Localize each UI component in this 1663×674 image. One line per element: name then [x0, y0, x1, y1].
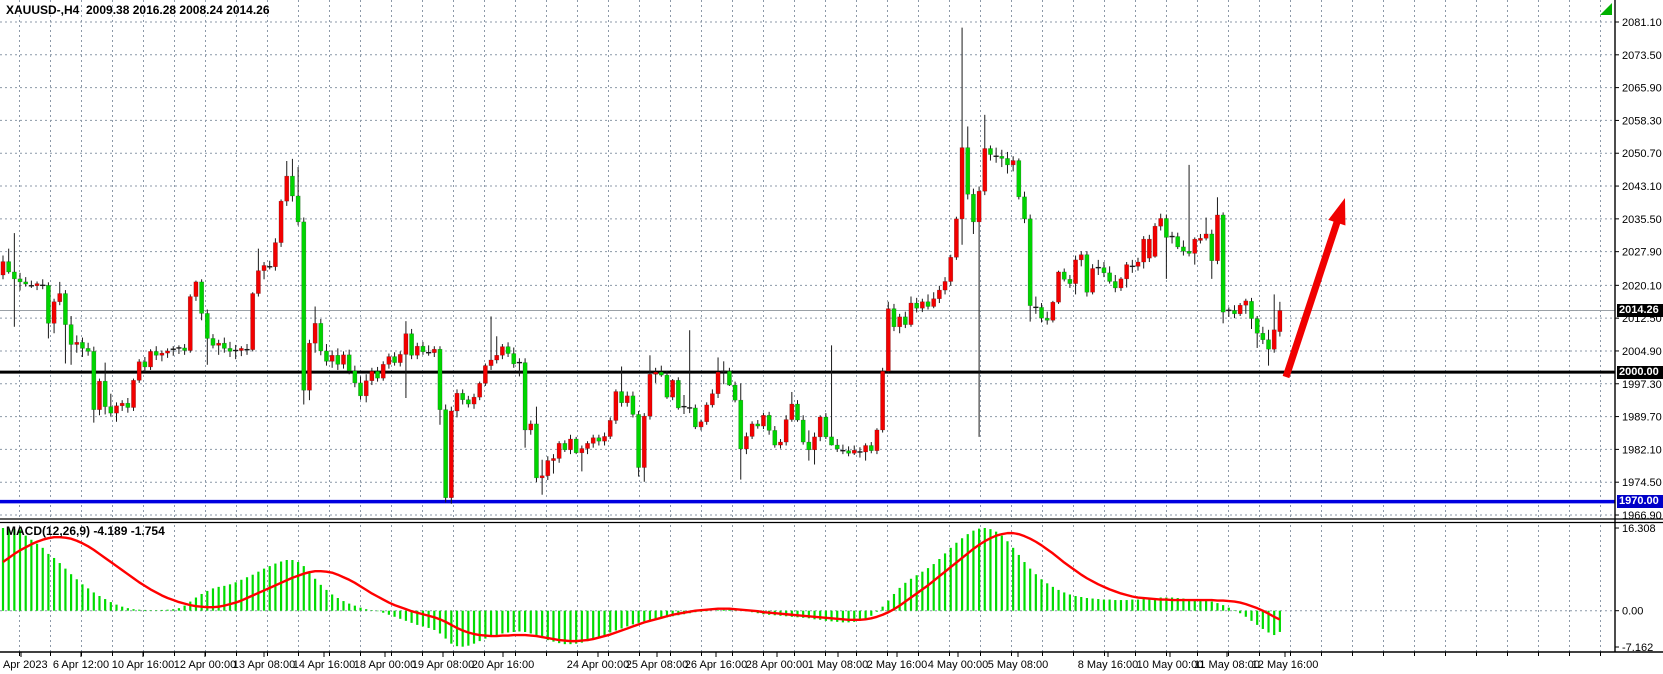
svg-text:2065.90: 2065.90: [1622, 83, 1662, 95]
svg-text:18 Apr 00:00: 18 Apr 00:00: [354, 659, 416, 671]
svg-text:25 Apr 08:00: 25 Apr 08:00: [626, 659, 688, 671]
svg-text:5 Apr 2023: 5 Apr 2023: [0, 659, 48, 671]
svg-text:11 May 08:00: 11 May 08:00: [1194, 659, 1260, 671]
svg-text:2050.70: 2050.70: [1622, 148, 1662, 160]
svg-text:4 May 00:00: 4 May 00:00: [928, 659, 989, 671]
trend-arrow[interactable]: [1282, 198, 1346, 379]
svg-text:16.308: 16.308: [1622, 523, 1656, 535]
svg-text:20 Apr 16:00: 20 Apr 16:00: [472, 659, 534, 671]
price-badge-current: 2014.26: [1617, 304, 1663, 318]
svg-text:1 May 08:00: 1 May 08:00: [808, 659, 869, 671]
macd-signal-line: [2, 531, 1281, 643]
chart-shift-marker-icon[interactable]: [1600, 3, 1612, 15]
candles-layer: [0, 27, 1283, 504]
svg-text:2035.50: 2035.50: [1622, 214, 1662, 226]
svg-text:-7.162: -7.162: [1622, 642, 1653, 654]
svg-text:28 Apr 00:00: 28 Apr 00:00: [746, 659, 808, 671]
svg-text:6 Apr 12:00: 6 Apr 12:00: [53, 659, 109, 671]
price-badge-level-2000: 2000.00: [1617, 365, 1663, 379]
svg-text:10 Apr 16:00: 10 Apr 16:00: [112, 659, 174, 671]
svg-text:2020.10: 2020.10: [1622, 280, 1662, 292]
svg-text:2043.10: 2043.10: [1622, 181, 1662, 193]
svg-text:1974.50: 1974.50: [1622, 477, 1662, 489]
price-axis[interactable]: 2081.10 2073.50 2065.90 2058.30 2050.70 2043.…: [1615, 17, 1662, 654]
svg-text:10 May 00:00: 10 May 00:00: [1137, 659, 1204, 671]
svg-text:24 Apr 00:00: 24 Apr 00:00: [567, 659, 629, 671]
svg-text:0.00: 0.00: [1622, 606, 1643, 618]
panel-separator[interactable]: [0, 518, 1663, 524]
svg-text:12 Apr 00:00: 12 Apr 00:00: [174, 659, 236, 671]
chart-title: XAUUSD-,H4 2009.38 2016.28 2008.24 2014.…: [6, 3, 270, 17]
svg-text:14 Apr 16:00: 14 Apr 16:00: [293, 659, 355, 671]
svg-text:26 Apr 16:00: 26 Apr 16:00: [685, 659, 747, 671]
svg-text:5 May 08:00: 5 May 08:00: [988, 659, 1049, 671]
svg-text:1989.70: 1989.70: [1622, 412, 1662, 424]
svg-text:8 May 16:00: 8 May 16:00: [1078, 659, 1139, 671]
svg-text:12 May 16:00: 12 May 16:00: [1252, 659, 1319, 671]
svg-text:1982.10: 1982.10: [1622, 444, 1662, 456]
grid: [0, 0, 1615, 652]
svg-text:1997.30: 1997.30: [1622, 379, 1662, 391]
svg-text:2073.50: 2073.50: [1622, 50, 1662, 62]
svg-text:19 Apr 08:00: 19 Apr 08:00: [412, 659, 474, 671]
svg-text:13 Apr 08:00: 13 Apr 08:00: [233, 659, 295, 671]
svg-text:2 May 16:00: 2 May 16:00: [867, 659, 928, 671]
svg-text:1966.90: 1966.90: [1622, 510, 1662, 522]
macd-histogram: [1, 528, 1281, 647]
svg-text:2081.10: 2081.10: [1622, 17, 1662, 29]
svg-text:2058.30: 2058.30: [1622, 115, 1662, 127]
svg-text:2027.90: 2027.90: [1622, 247, 1662, 259]
svg-text:2004.90: 2004.90: [1622, 346, 1662, 358]
price-badge-support-1970: 1970.00: [1617, 495, 1663, 509]
macd-indicator-label: MACD(12,26,9) -4.189 -1.754: [6, 524, 165, 538]
